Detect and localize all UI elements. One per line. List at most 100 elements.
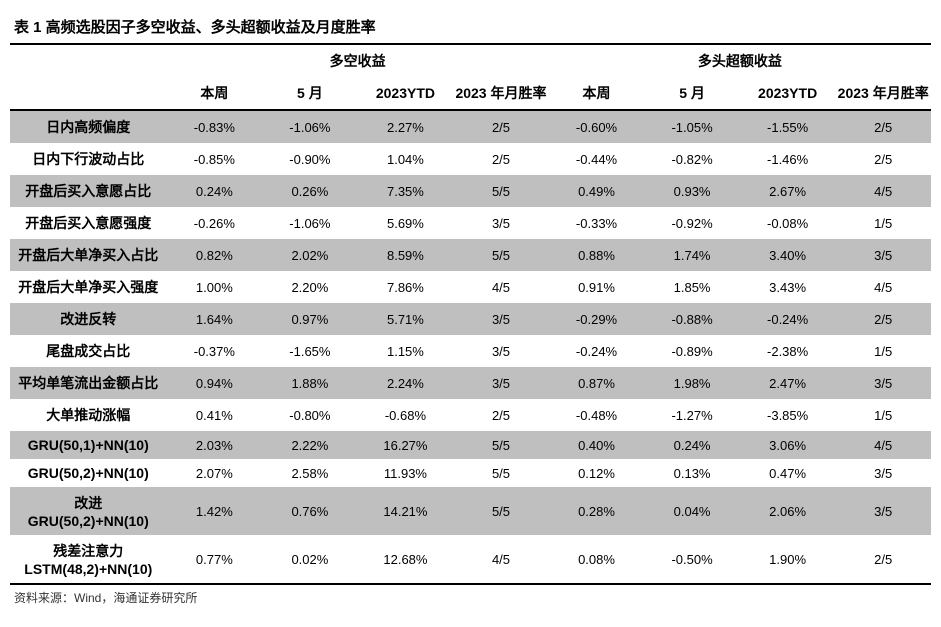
cell-value: -0.29% (549, 303, 645, 335)
cell-value: 2.06% (740, 487, 836, 535)
cell-value: 1/5 (835, 335, 931, 367)
table-body: 日内高频偏度-0.83%-1.06%2.27%2/5-0.60%-1.05%-1… (10, 110, 931, 584)
col-may-2: 5 月 (644, 77, 740, 110)
table-row: 开盘后大单净买入占比0.82%2.02%8.59%5/50.88%1.74%3.… (10, 239, 931, 271)
table-row: 开盘后买入意愿占比0.24%0.26%7.35%5/50.49%0.93%2.6… (10, 175, 931, 207)
row-label: 开盘后买入意愿强度 (10, 207, 167, 239)
row-label: GRU(50,1)+NN(10) (10, 431, 167, 459)
cell-value: 0.13% (644, 459, 740, 487)
row-label: 残差注意力 LSTM(48,2)+NN(10) (10, 535, 167, 584)
cell-value: -0.26% (167, 207, 263, 239)
cell-value: 1.98% (644, 367, 740, 399)
cell-value: 1.90% (740, 535, 836, 584)
col-week-2: 本周 (549, 77, 645, 110)
cell-value: -0.08% (740, 207, 836, 239)
cell-value: -0.83% (167, 110, 263, 143)
cell-value: 1.64% (167, 303, 263, 335)
cell-value: 3/5 (453, 207, 549, 239)
cell-value: 2.22% (262, 431, 358, 459)
col-winrate: 2023 年月胜率 (453, 77, 549, 110)
cell-value: -0.68% (358, 399, 454, 431)
cell-value: -1.06% (262, 110, 358, 143)
cell-value: 3/5 (453, 335, 549, 367)
cell-value: 4/5 (835, 271, 931, 303)
cell-value: 2/5 (453, 110, 549, 143)
table-row: 开盘后买入意愿强度-0.26%-1.06%5.69%3/5-0.33%-0.92… (10, 207, 931, 239)
cell-value: 2/5 (453, 143, 549, 175)
row-label: 大单推动涨幅 (10, 399, 167, 431)
cell-value: 1.04% (358, 143, 454, 175)
cell-value: -0.82% (644, 143, 740, 175)
cell-value: 2.03% (167, 431, 263, 459)
cell-value: 2/5 (453, 399, 549, 431)
cell-value: -3.85% (740, 399, 836, 431)
cell-value: 11.93% (358, 459, 454, 487)
cell-value: 5.71% (358, 303, 454, 335)
cell-value: 0.24% (167, 175, 263, 207)
cell-value: 2/5 (835, 110, 931, 143)
cell-value: 2/5 (835, 535, 931, 584)
source-note: 资料来源：Wind，海通证券研究所 (10, 585, 931, 606)
cell-value: 0.91% (549, 271, 645, 303)
cell-value: 2.67% (740, 175, 836, 207)
cell-value: -0.24% (740, 303, 836, 335)
cell-value: -1.06% (262, 207, 358, 239)
cell-value: 3/5 (453, 303, 549, 335)
cell-value: 2.02% (262, 239, 358, 271)
table-row: 大单推动涨幅0.41%-0.80%-0.68%2/5-0.48%-1.27%-3… (10, 399, 931, 431)
cell-value: -1.65% (262, 335, 358, 367)
cell-value: 4/5 (835, 431, 931, 459)
col-week: 本周 (167, 77, 263, 110)
factor-return-table: 多空收益 多头超额收益 本周 5 月 2023YTD 2023 年月胜率 本周 … (10, 45, 931, 585)
row-label: 尾盘成交占比 (10, 335, 167, 367)
row-label: 改进 GRU(50,2)+NN(10) (10, 487, 167, 535)
cell-value: -0.80% (262, 399, 358, 431)
cell-value: -0.89% (644, 335, 740, 367)
cell-value: 1/5 (835, 399, 931, 431)
cell-value: 3/5 (835, 367, 931, 399)
cell-value: -0.50% (644, 535, 740, 584)
cell-value: 0.28% (549, 487, 645, 535)
cell-value: 0.87% (549, 367, 645, 399)
row-label: 改进反转 (10, 303, 167, 335)
cell-value: 12.68% (358, 535, 454, 584)
cell-value: -1.05% (644, 110, 740, 143)
col-may: 5 月 (262, 77, 358, 110)
cell-value: 3/5 (835, 239, 931, 271)
row-label: 开盘后买入意愿占比 (10, 175, 167, 207)
cell-value: -0.33% (549, 207, 645, 239)
cell-value: 0.24% (644, 431, 740, 459)
cell-value: 0.88% (549, 239, 645, 271)
cell-value: -0.48% (549, 399, 645, 431)
cell-value: 2.27% (358, 110, 454, 143)
cell-value: 7.86% (358, 271, 454, 303)
cell-value: -0.24% (549, 335, 645, 367)
cell-value: 5.69% (358, 207, 454, 239)
table-row: 开盘后大单净买入强度1.00%2.20%7.86%4/50.91%1.85%3.… (10, 271, 931, 303)
table-row: 日内下行波动占比-0.85%-0.90%1.04%2/5-0.44%-0.82%… (10, 143, 931, 175)
cell-value: 1.74% (644, 239, 740, 271)
cell-value: 0.49% (549, 175, 645, 207)
col-winrate-2: 2023 年月胜率 (835, 77, 931, 110)
header-blank (10, 77, 167, 110)
cell-value: 0.47% (740, 459, 836, 487)
cell-value: 1.42% (167, 487, 263, 535)
table-row: 改进反转1.64%0.97%5.71%3/5-0.29%-0.88%-0.24%… (10, 303, 931, 335)
cell-value: -1.46% (740, 143, 836, 175)
cell-value: 0.77% (167, 535, 263, 584)
cell-value: 0.76% (262, 487, 358, 535)
cell-value: 1/5 (835, 207, 931, 239)
cell-value: -0.90% (262, 143, 358, 175)
cell-value: 16.27% (358, 431, 454, 459)
cell-value: 0.40% (549, 431, 645, 459)
cell-value: 0.08% (549, 535, 645, 584)
cell-value: 3.40% (740, 239, 836, 271)
cell-value: -0.85% (167, 143, 263, 175)
cell-value: -2.38% (740, 335, 836, 367)
table-row: 残差注意力 LSTM(48,2)+NN(10)0.77%0.02%12.68%4… (10, 535, 931, 584)
cell-value: 2.07% (167, 459, 263, 487)
cell-value: 3/5 (453, 367, 549, 399)
table-row: 日内高频偏度-0.83%-1.06%2.27%2/5-0.60%-1.05%-1… (10, 110, 931, 143)
table-row: GRU(50,1)+NN(10)2.03%2.22%16.27%5/50.40%… (10, 431, 931, 459)
cell-value: 0.12% (549, 459, 645, 487)
